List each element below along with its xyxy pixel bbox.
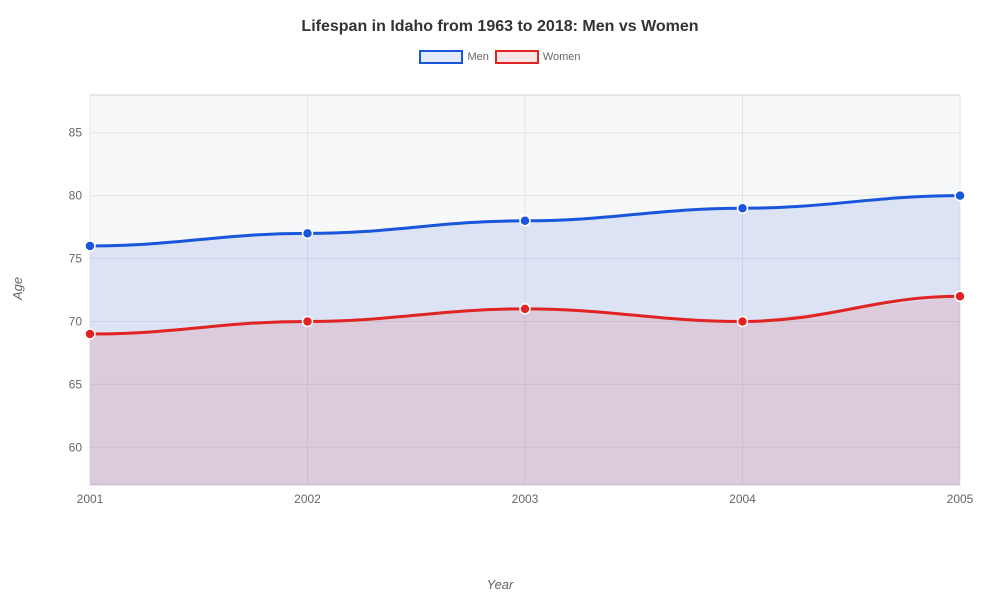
- legend-item-women[interactable]: Women: [495, 50, 581, 64]
- legend-swatch-men: [419, 50, 463, 64]
- legend-item-men[interactable]: Men: [419, 50, 488, 64]
- x-axis-title: Year: [0, 577, 1000, 592]
- x-tick-label: 2003: [512, 492, 539, 506]
- legend: Men Women: [0, 50, 1000, 64]
- marker-women[interactable]: [520, 304, 530, 314]
- plot-area: 60 65 70 75 80 85 2001 2002 2003 2004 2005: [55, 85, 975, 525]
- marker-men[interactable]: [955, 191, 965, 201]
- marker-men[interactable]: [520, 216, 530, 226]
- x-tick-label: 2005: [947, 492, 974, 506]
- legend-label-men: Men: [467, 51, 488, 63]
- y-tick-label: 75: [69, 252, 83, 266]
- y-tick-label: 80: [69, 189, 83, 203]
- legend-swatch-women: [495, 50, 539, 64]
- marker-men[interactable]: [738, 203, 748, 213]
- x-tick-label: 2004: [729, 492, 756, 506]
- marker-women[interactable]: [738, 316, 748, 326]
- chart-title: Lifespan in Idaho from 1963 to 2018: Men…: [0, 0, 1000, 36]
- marker-women[interactable]: [303, 316, 313, 326]
- marker-women[interactable]: [85, 329, 95, 339]
- y-tick-label: 85: [69, 126, 83, 140]
- x-tick-label: 2001: [77, 492, 104, 506]
- y-axis-title: Age: [10, 277, 25, 300]
- y-tick-label: 70: [69, 314, 83, 328]
- legend-label-women: Women: [543, 51, 581, 63]
- marker-women[interactable]: [955, 291, 965, 301]
- marker-men[interactable]: [85, 241, 95, 251]
- x-tick-label: 2002: [294, 492, 321, 506]
- y-tick-label: 60: [69, 440, 83, 454]
- chart-container: Lifespan in Idaho from 1963 to 2018: Men…: [0, 0, 1000, 600]
- marker-men[interactable]: [303, 228, 313, 238]
- y-tick-label: 65: [69, 377, 83, 391]
- chart-svg: 60 65 70 75 80 85 2001 2002 2003 2004 2005: [55, 85, 975, 525]
